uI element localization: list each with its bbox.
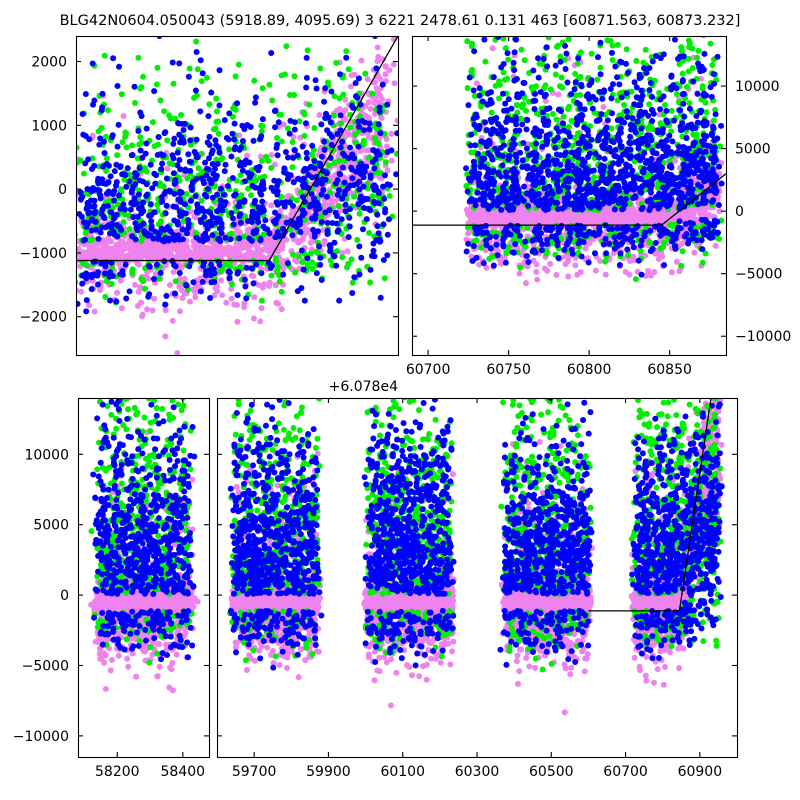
ytick-label: 0 [735,204,744,220]
xtick-label: 60900 [678,764,723,780]
ytick-label: −10000 [735,329,791,345]
scatter-points-panel-bottom-left [88,398,201,694]
xtick-label: 58400 [161,764,206,780]
xtick-label: 59700 [232,764,277,780]
xtick-label: 60850 [647,362,692,378]
ytick-label: −5000 [735,267,782,283]
panel-top-left: −2000 −1000 0 1000 2000 +6.078e4 [20,35,400,395]
scatter-points-panel-top-right [463,36,725,287]
ytick-label: 0 [58,182,67,198]
xtick-label: 60700 [603,764,648,780]
ytick-label: 5000 [33,518,69,534]
model-line-panel-bottom-right [588,398,712,612]
ytick-label: 5000 [735,142,771,158]
axes-frame-panel-top-left [75,35,400,357]
scatter-points-panel-top-left [76,36,398,355]
ytick-label: 10000 [735,79,780,95]
ytick-label: −5000 [22,658,69,674]
x-offset-label: +6.078e4 [329,379,398,395]
axes-frame-panel-bottom-left [77,397,211,759]
ytick-label: 0 [60,588,69,604]
scatter-points-panel-bottom-right [227,398,725,716]
xtick-label: 60500 [529,764,574,780]
xtick-label: 58200 [95,764,140,780]
xtick-label: 59900 [306,764,351,780]
ytick-label: −2000 [20,310,67,326]
ytick-label: −10000 [13,729,69,745]
xtick-label: 60100 [380,764,425,780]
model-line-panel-top-left [76,36,398,262]
xtick-label: 60800 [567,362,612,378]
ytick-label: 10000 [24,447,69,463]
ytick-label: 2000 [31,55,67,71]
ytick-label: −1000 [20,246,67,262]
plot-title: BLG42N0604.050043 (5918.89, 4095.69) 3 6… [60,13,741,29]
ytick-label: 1000 [31,118,67,134]
axes-frame-panel-top-right [411,35,728,357]
xtick-label: 60300 [455,764,500,780]
panel-top-right: 60700 60750 60800 60850 −10000 −5000 0 5000 1000… [406,35,791,378]
xtick-label: 60750 [486,362,531,378]
xtick-label: 60700 [406,362,451,378]
panel-bottom-left: 58200 58400 −10000 −5000 0 5000 10000 [13,397,211,780]
model-line-panel-top-right [412,173,726,226]
panel-bottom-right: 59700 59900 60100 60300 60500 60700 60900 [216,397,739,780]
